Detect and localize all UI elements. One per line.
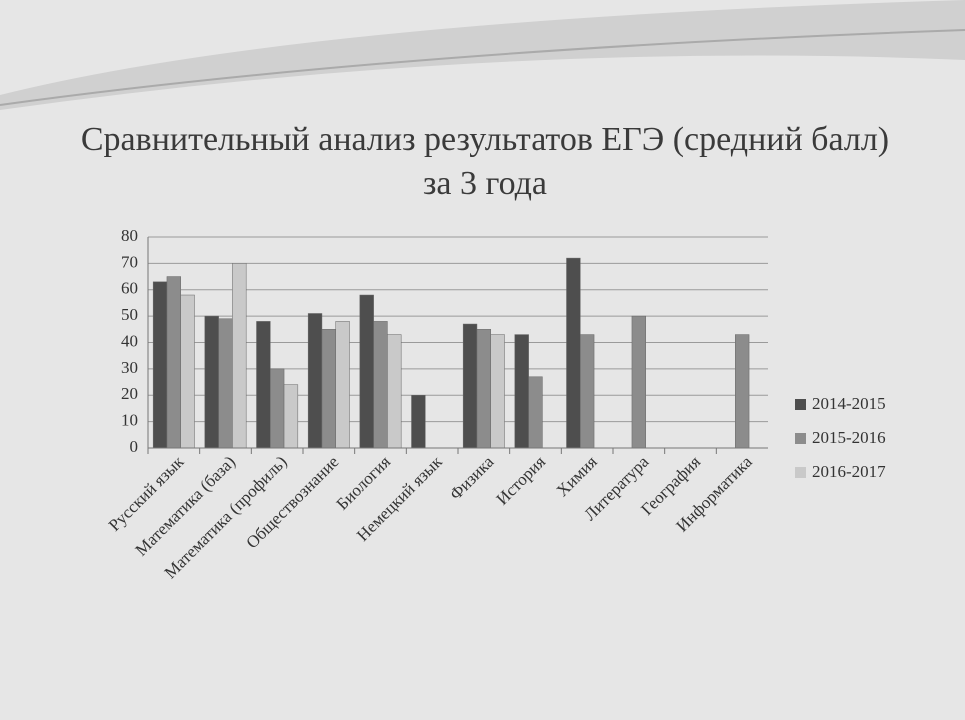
bar [321, 329, 336, 449]
bar [232, 263, 247, 449]
y-tick-label: 70 [121, 252, 138, 271]
bar [514, 334, 529, 449]
y-tick-label: 30 [121, 358, 138, 377]
bar [204, 315, 219, 449]
bar [462, 323, 478, 449]
y-tick-label: 10 [121, 411, 138, 430]
bar [631, 315, 646, 449]
y-tick-label: 0 [130, 437, 139, 456]
bar [359, 294, 374, 449]
bar [528, 376, 543, 449]
bar [166, 276, 181, 449]
bar [180, 294, 195, 449]
bar [218, 318, 233, 449]
y-tick-label: 50 [121, 305, 138, 324]
bar [580, 334, 595, 449]
bar [411, 395, 426, 449]
bar [490, 334, 505, 449]
legend-swatch [795, 433, 806, 444]
bar [307, 313, 323, 449]
bar [152, 281, 168, 449]
y-tick-label: 60 [121, 279, 138, 298]
legend-swatch [795, 399, 806, 410]
decor-line [0, 29, 965, 106]
legend-label: 2016-2017 [812, 462, 886, 481]
bar [283, 384, 299, 449]
bar [256, 321, 271, 449]
legend-swatch [795, 467, 806, 478]
bar [335, 321, 350, 449]
y-tick-label: 40 [121, 331, 138, 350]
chart-title: Сравнительный анализ результатов ЕГЭ (ср… [80, 121, 890, 202]
legend-label: 2015-2016 [812, 428, 886, 447]
y-tick-label: 20 [121, 384, 138, 403]
bar [735, 334, 750, 449]
legend-label: 2014-2015 [812, 394, 886, 413]
bar [270, 368, 285, 449]
bar [476, 329, 491, 449]
bar [387, 334, 402, 449]
bar [373, 321, 388, 449]
bar [566, 257, 581, 449]
y-tick-label: 80 [121, 226, 138, 245]
